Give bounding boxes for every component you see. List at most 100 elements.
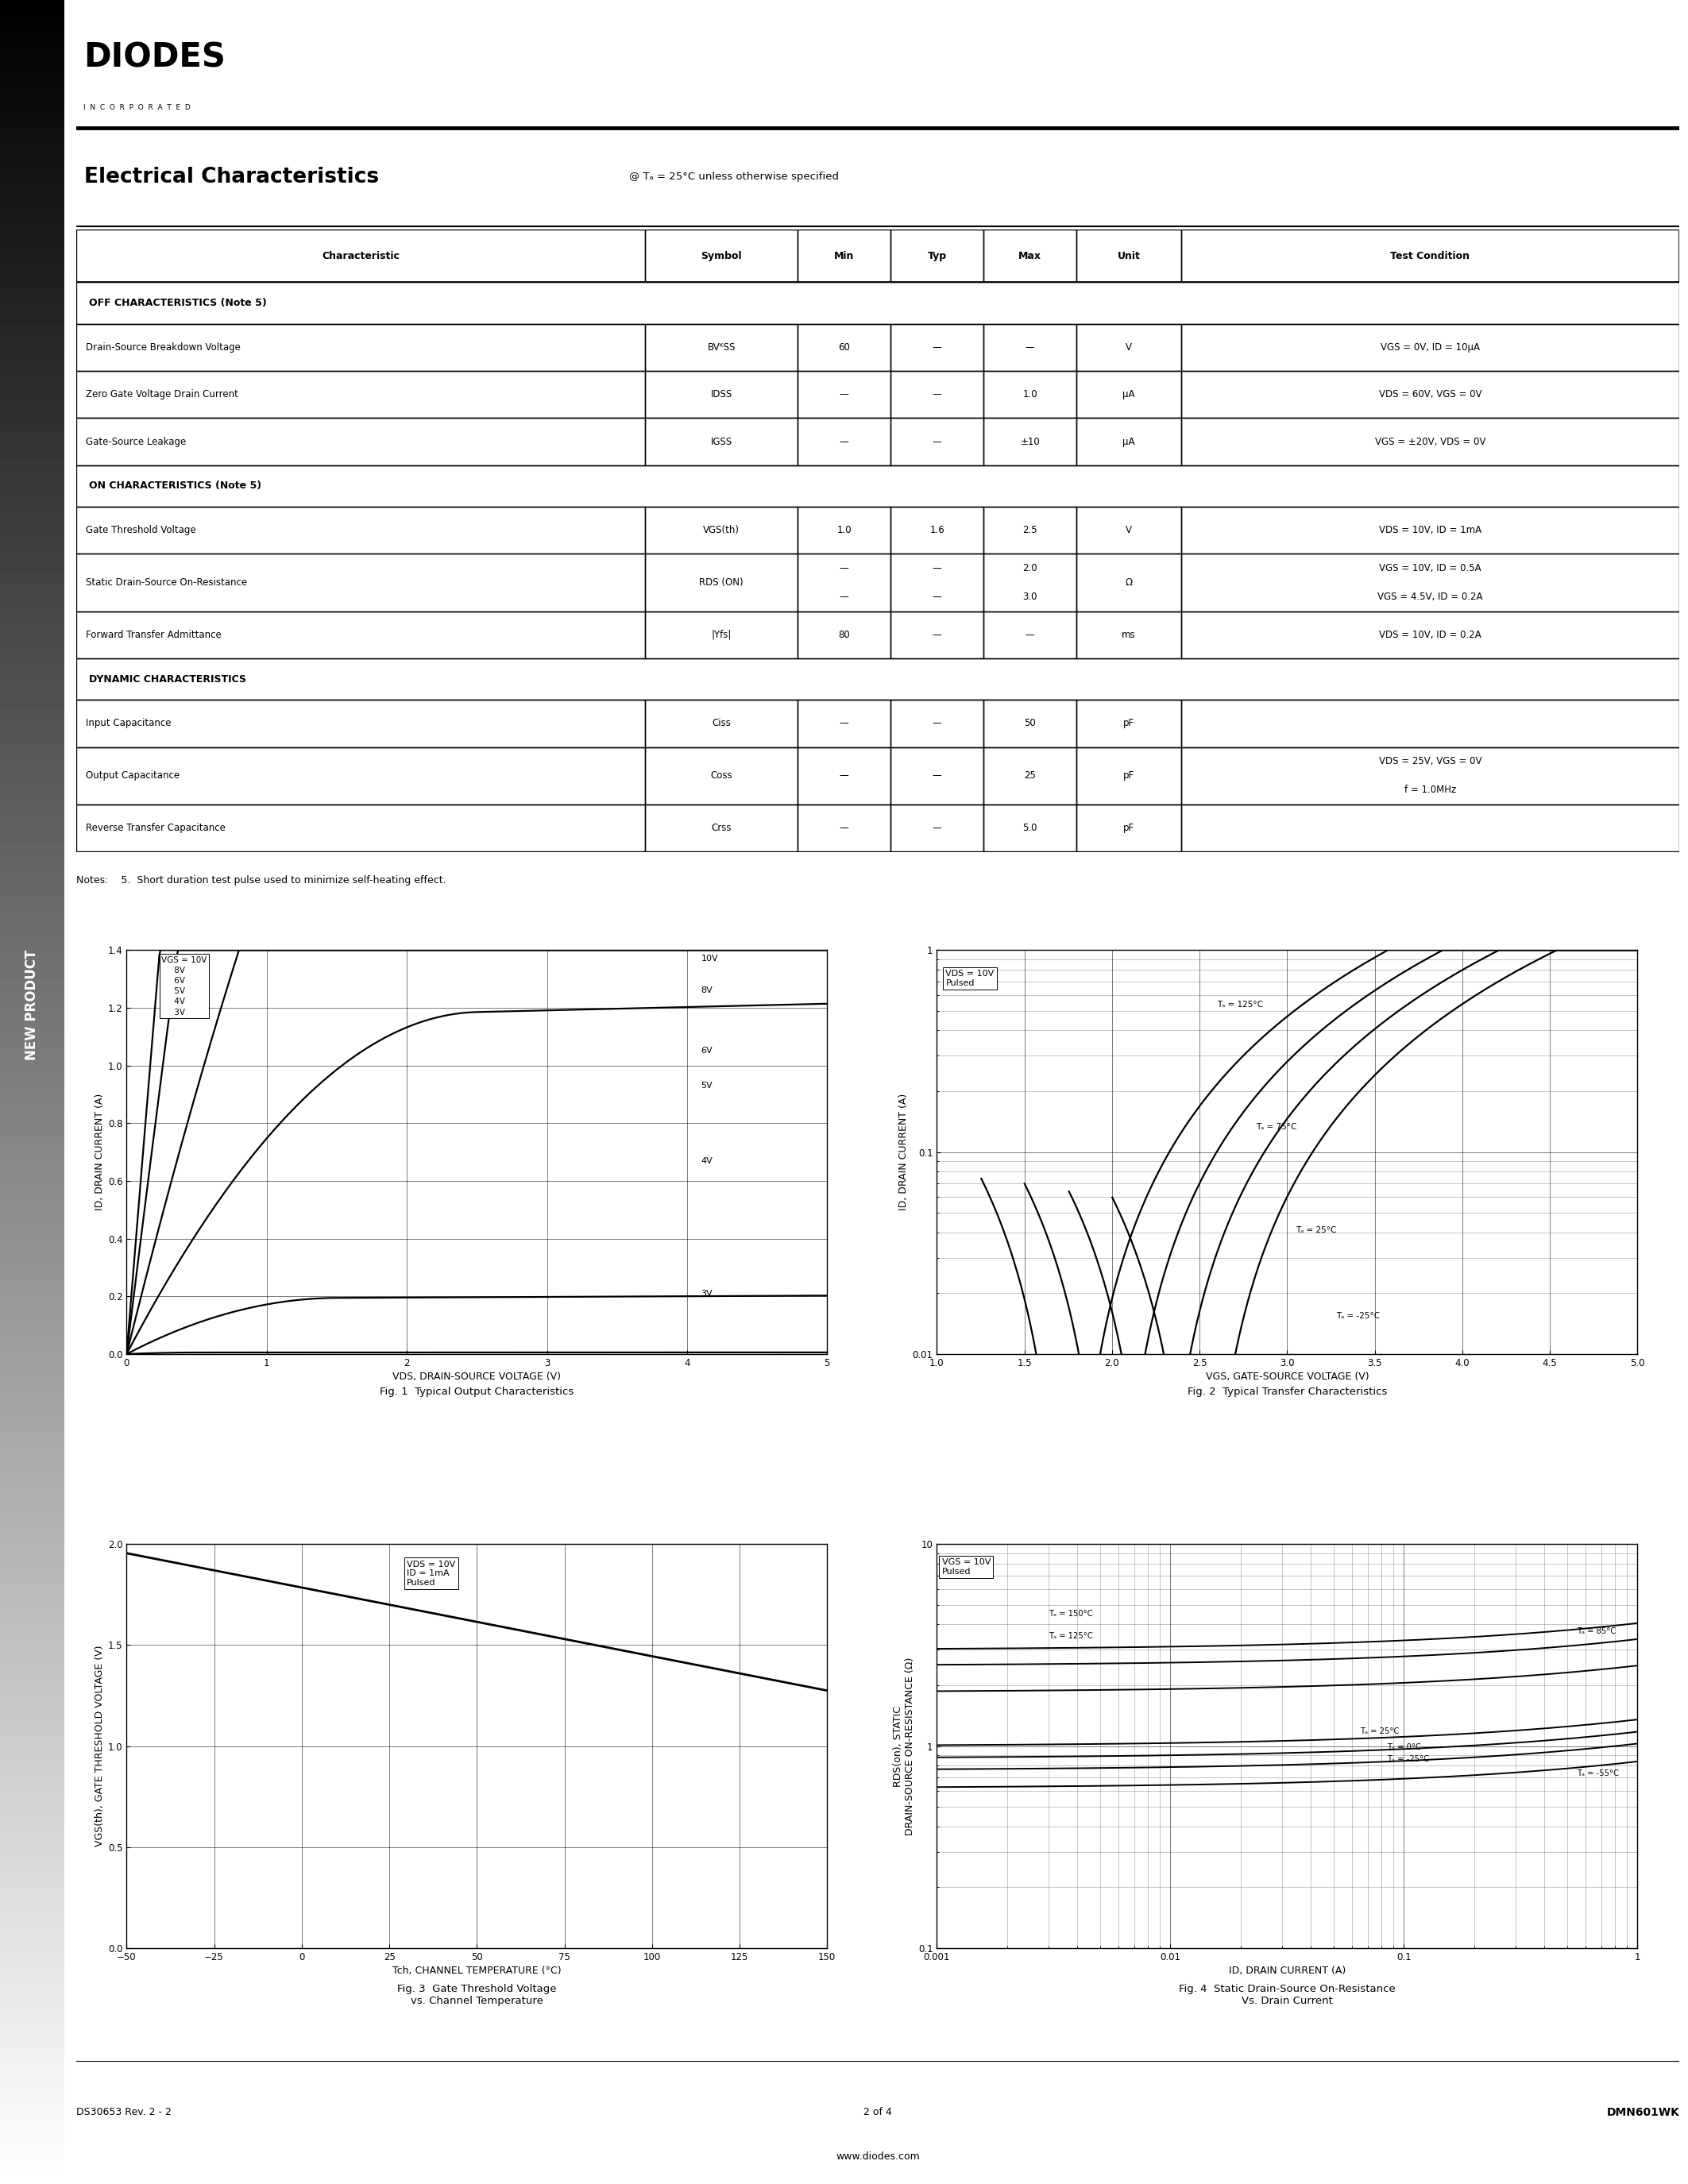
Text: Tₐ = 85°C: Tₐ = 85°C [1577, 1627, 1615, 1636]
Bar [797, 417, 891, 465]
Text: NEW PRODUCT: NEW PRODUCT [25, 950, 39, 1059]
Text: 8V: 8V [701, 987, 712, 994]
Bar [76, 699, 645, 747]
Bar [645, 371, 798, 417]
Bar [645, 747, 798, 804]
Text: 1.0: 1.0 [1023, 389, 1038, 400]
Text: Ω: Ω [1126, 577, 1133, 587]
Bar [797, 229, 891, 282]
Text: Forward Transfer Admittance: Forward Transfer Admittance [86, 629, 221, 640]
Bar [645, 323, 798, 371]
Text: Tₐ = 150°C: Tₐ = 150°C [1048, 1610, 1092, 1618]
Bar [891, 417, 984, 465]
Text: IGSS: IGSS [711, 437, 733, 448]
Text: Tₐ = 25°C: Tₐ = 25°C [1361, 1728, 1399, 1736]
Text: V: V [1126, 343, 1133, 352]
Text: Drain-Source Breakdown Voltage: Drain-Source Breakdown Voltage [86, 343, 240, 352]
Text: VGS = 10V, ID = 0.5A: VGS = 10V, ID = 0.5A [1379, 563, 1482, 574]
Bar [984, 747, 1077, 804]
Text: —: — [932, 719, 942, 729]
Text: Notes:    5.  Short duration test pulse used to minimize self-heating effect.: Notes: 5. Short duration test pulse used… [76, 876, 446, 885]
Text: Fig. 3  Gate Threshold Voltage
vs. Channel Temperature: Fig. 3 Gate Threshold Voltage vs. Channe… [397, 1985, 557, 2007]
Bar [1182, 555, 1680, 612]
Bar [1077, 229, 1182, 282]
Text: Tₐ = 25°C: Tₐ = 25°C [1296, 1225, 1337, 1234]
Text: Typ: Typ [927, 251, 947, 260]
Text: 5V: 5V [701, 1081, 712, 1090]
Text: 2.0: 2.0 [1023, 563, 1038, 574]
Text: BVᴷSS: BVᴷSS [707, 343, 736, 352]
Text: Tₐ = 125°C: Tₐ = 125°C [1217, 1000, 1263, 1009]
Text: —: — [839, 592, 849, 603]
Text: 2 of 4: 2 of 4 [864, 2108, 891, 2118]
Text: μA: μA [1123, 437, 1134, 448]
Text: Fig. 2  Typical Transfer Characteristics: Fig. 2 Typical Transfer Characteristics [1187, 1387, 1388, 1396]
Text: Min: Min [834, 251, 854, 260]
Bar [984, 417, 1077, 465]
Bar [891, 371, 984, 417]
X-axis label: VDS, DRAIN-SOURCE VOLTAGE (V): VDS, DRAIN-SOURCE VOLTAGE (V) [393, 1372, 560, 1382]
Bar [1182, 507, 1680, 555]
Bar [891, 699, 984, 747]
Text: RDS (ON): RDS (ON) [699, 577, 743, 587]
Bar [1077, 804, 1182, 852]
Text: μA: μA [1123, 389, 1134, 400]
Text: 5.0: 5.0 [1023, 823, 1038, 834]
Text: 3V: 3V [701, 1289, 712, 1297]
Bar [76, 612, 645, 657]
Bar [797, 747, 891, 804]
Text: 2.5: 2.5 [1023, 524, 1038, 535]
Text: Symbol: Symbol [701, 251, 743, 260]
Bar [797, 699, 891, 747]
Text: —: — [1025, 343, 1035, 352]
Text: —: — [839, 719, 849, 729]
Text: —: — [839, 563, 849, 574]
Text: 80: 80 [839, 629, 851, 640]
Text: ms: ms [1123, 629, 1136, 640]
Bar [891, 804, 984, 852]
Bar [797, 507, 891, 555]
Text: Crss: Crss [711, 823, 731, 834]
Bar [76, 465, 1680, 507]
Text: Input Capacitance: Input Capacitance [86, 719, 170, 729]
Bar [1077, 417, 1182, 465]
Bar [1182, 229, 1680, 282]
Text: VGS = 10V
     8V
     6V
     5V
     4V
     3V: VGS = 10V 8V 6V 5V 4V 3V [162, 957, 208, 1016]
Text: 50: 50 [1025, 719, 1036, 729]
Text: V: V [1126, 524, 1133, 535]
Text: Ciss: Ciss [712, 719, 731, 729]
Text: —: — [839, 823, 849, 834]
Text: Tₐ = -25°C: Tₐ = -25°C [1337, 1313, 1379, 1319]
Bar [1182, 804, 1680, 852]
Bar [1182, 371, 1680, 417]
Text: VDS = 25V, VGS = 0V: VDS = 25V, VGS = 0V [1379, 756, 1482, 767]
Text: 60: 60 [839, 343, 851, 352]
Text: @ Tₐ = 25°C unless otherwise specified: @ Tₐ = 25°C unless otherwise specified [630, 173, 839, 181]
Bar [1077, 699, 1182, 747]
Text: 1.0: 1.0 [837, 524, 851, 535]
Bar [645, 417, 798, 465]
Bar [984, 612, 1077, 657]
Text: —: — [932, 823, 942, 834]
Text: Static Drain-Source On-Resistance: Static Drain-Source On-Resistance [86, 577, 246, 587]
Bar [645, 699, 798, 747]
Bar [76, 507, 645, 555]
Bar [984, 699, 1077, 747]
Text: Test Condition: Test Condition [1391, 251, 1470, 260]
Bar [76, 555, 645, 612]
Bar [984, 371, 1077, 417]
Text: pF: pF [1123, 719, 1134, 729]
Text: —: — [932, 437, 942, 448]
Bar [1182, 747, 1680, 804]
Bar [891, 747, 984, 804]
Bar [645, 612, 798, 657]
Bar [984, 555, 1077, 612]
Bar [1182, 612, 1680, 657]
Text: Reverse Transfer Capacitance: Reverse Transfer Capacitance [86, 823, 225, 834]
Bar [891, 323, 984, 371]
Bar [76, 657, 1680, 699]
Text: ±10: ±10 [1020, 437, 1040, 448]
Text: VGS = 4.5V, ID = 0.2A: VGS = 4.5V, ID = 0.2A [1377, 592, 1482, 603]
Text: 1.6: 1.6 [930, 524, 945, 535]
Text: Gate Threshold Voltage: Gate Threshold Voltage [86, 524, 196, 535]
